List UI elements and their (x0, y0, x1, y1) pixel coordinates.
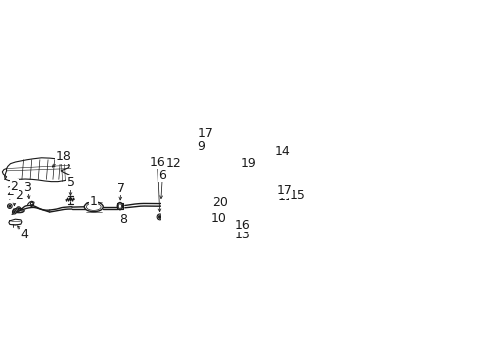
Circle shape (258, 203, 262, 206)
Circle shape (12, 210, 16, 214)
Circle shape (214, 207, 216, 209)
Text: 18: 18 (55, 150, 72, 163)
Ellipse shape (244, 229, 246, 233)
Circle shape (234, 195, 238, 198)
Circle shape (212, 205, 217, 210)
Ellipse shape (157, 214, 162, 220)
Text: 2: 2 (10, 180, 18, 193)
Ellipse shape (117, 203, 122, 210)
Circle shape (259, 204, 261, 205)
Ellipse shape (215, 180, 218, 193)
Circle shape (279, 185, 282, 188)
Ellipse shape (242, 205, 246, 220)
Circle shape (280, 186, 281, 187)
Text: 19: 19 (241, 157, 257, 170)
Circle shape (30, 202, 33, 205)
Circle shape (9, 205, 11, 207)
Ellipse shape (118, 204, 122, 208)
Circle shape (14, 211, 15, 213)
Text: 14: 14 (274, 145, 290, 158)
Text: 11: 11 (278, 190, 294, 203)
Text: 9: 9 (197, 140, 205, 153)
Text: 5: 5 (67, 176, 75, 189)
Text: 1: 1 (90, 195, 98, 208)
Text: 3: 3 (24, 181, 31, 194)
Text: 16: 16 (149, 156, 165, 169)
Circle shape (203, 192, 205, 193)
Ellipse shape (86, 202, 101, 211)
Ellipse shape (84, 202, 103, 212)
Text: 17: 17 (198, 127, 214, 140)
Text: 8: 8 (119, 213, 127, 226)
Circle shape (244, 230, 246, 231)
Text: 12: 12 (166, 157, 182, 170)
Circle shape (235, 196, 237, 197)
Text: 6: 6 (158, 168, 166, 181)
Circle shape (7, 204, 12, 208)
Text: 7: 7 (117, 182, 125, 195)
Text: 4: 4 (20, 228, 28, 241)
Ellipse shape (158, 215, 161, 219)
Ellipse shape (197, 180, 200, 193)
Text: 16: 16 (235, 219, 251, 231)
Circle shape (122, 220, 124, 222)
Circle shape (261, 209, 263, 210)
Ellipse shape (243, 228, 247, 234)
Text: 15: 15 (289, 189, 305, 202)
Text: 10: 10 (211, 212, 227, 225)
Text: 13: 13 (235, 228, 251, 241)
Circle shape (17, 207, 21, 211)
Circle shape (260, 208, 264, 211)
Bar (244, 205, 273, 220)
Ellipse shape (121, 219, 125, 223)
Ellipse shape (88, 203, 99, 210)
Text: 2: 2 (6, 185, 14, 198)
Bar (198, 180, 217, 193)
Circle shape (201, 190, 206, 195)
Circle shape (159, 216, 161, 218)
Ellipse shape (271, 205, 275, 220)
Ellipse shape (86, 203, 101, 210)
Ellipse shape (120, 217, 126, 224)
Text: 2: 2 (15, 189, 23, 202)
Circle shape (18, 208, 20, 210)
Text: 20: 20 (212, 196, 228, 209)
Text: 17: 17 (276, 184, 292, 197)
